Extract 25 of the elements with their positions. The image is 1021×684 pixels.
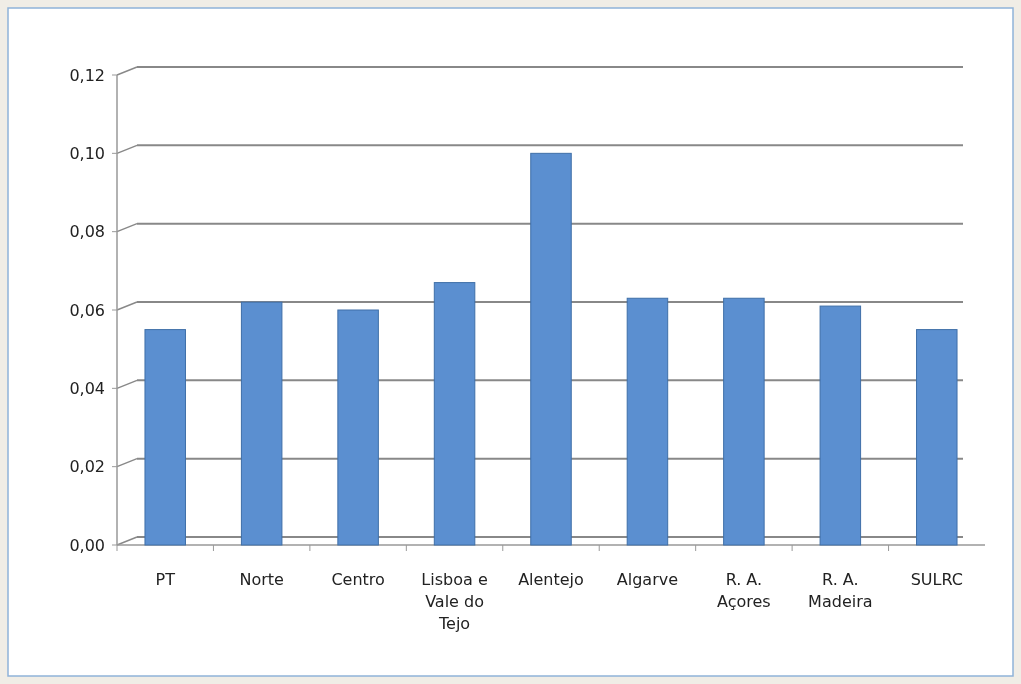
bar — [626, 297, 669, 546]
y-tick-label: 0,00 — [69, 535, 105, 555]
y-tick-label: 0,04 — [69, 378, 105, 398]
y-tick-label: 0,02 — [69, 457, 105, 477]
y-tick-label: 0,10 — [69, 143, 105, 163]
x-tick-label: R. A. Madeira — [808, 570, 873, 611]
x-tick-label: Lisboa e Vale do Tejo — [421, 570, 488, 633]
x-tick-label: Alentejo — [518, 570, 584, 589]
x-tick-label: Norte — [239, 570, 284, 589]
y-tick-label: 0,08 — [69, 222, 105, 242]
bar — [144, 329, 186, 546]
bar — [723, 297, 765, 546]
x-tick-label: R. A. Açores — [717, 570, 771, 611]
bar — [240, 301, 283, 546]
bar — [530, 152, 572, 546]
bar — [819, 305, 862, 546]
bar — [433, 282, 476, 546]
x-tick-label: PT — [155, 570, 176, 589]
y-tick-label: 0,12 — [69, 65, 105, 85]
x-tick-label: Centro — [331, 570, 385, 589]
y-tick-label: 0,06 — [69, 300, 105, 320]
bar — [337, 309, 379, 546]
bar — [916, 329, 958, 546]
x-tick-label: Algarve — [616, 570, 679, 589]
x-tick-label: SULRC — [910, 570, 963, 589]
